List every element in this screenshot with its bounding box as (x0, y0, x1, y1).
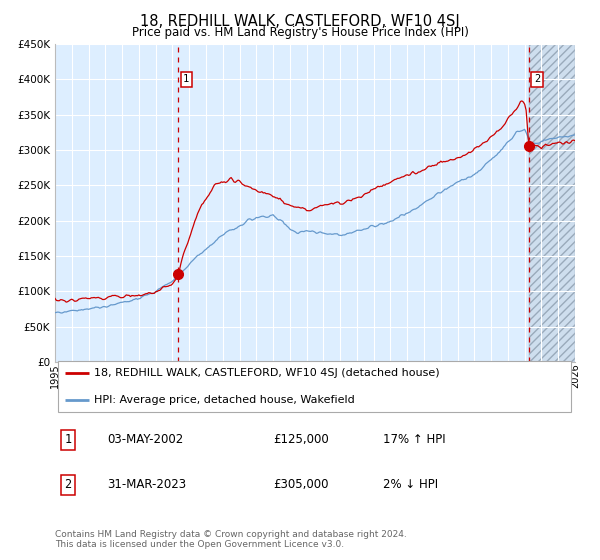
Text: 17% ↑ HPI: 17% ↑ HPI (383, 433, 445, 446)
Text: HPI: Average price, detached house, Wakefield: HPI: Average price, detached house, Wake… (94, 395, 355, 405)
Text: 2: 2 (64, 478, 71, 491)
Text: Contains HM Land Registry data © Crown copyright and database right 2024.
This d: Contains HM Land Registry data © Crown c… (55, 530, 407, 549)
Text: £305,000: £305,000 (274, 478, 329, 491)
Text: £125,000: £125,000 (274, 433, 329, 446)
Text: 1: 1 (183, 74, 190, 85)
Text: 03-MAY-2002: 03-MAY-2002 (107, 433, 183, 446)
Text: Price paid vs. HM Land Registry's House Price Index (HPI): Price paid vs. HM Land Registry's House … (131, 26, 469, 39)
Text: 2% ↓ HPI: 2% ↓ HPI (383, 478, 438, 491)
Text: 31-MAR-2023: 31-MAR-2023 (107, 478, 186, 491)
Text: 18, REDHILL WALK, CASTLEFORD, WF10 4SJ (detached house): 18, REDHILL WALK, CASTLEFORD, WF10 4SJ (… (94, 368, 440, 379)
FancyBboxPatch shape (58, 361, 571, 412)
Text: 1: 1 (64, 433, 71, 446)
Text: 18, REDHILL WALK, CASTLEFORD, WF10 4SJ: 18, REDHILL WALK, CASTLEFORD, WF10 4SJ (140, 14, 460, 29)
Text: 2: 2 (534, 74, 540, 85)
Bar (529, 44, 575, 362)
Bar (529, 44, 575, 362)
